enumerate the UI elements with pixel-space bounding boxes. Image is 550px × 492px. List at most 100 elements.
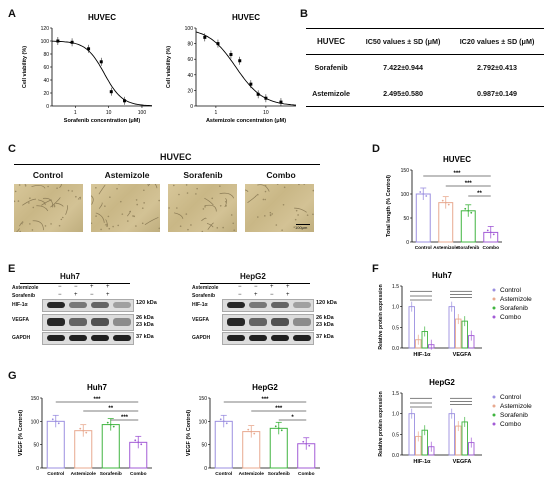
x-tick-label: Combo	[482, 245, 499, 251]
cell-dot	[275, 224, 278, 226]
data-point	[225, 422, 228, 425]
tube-structure	[127, 210, 131, 217]
y-tick-label: 100	[199, 419, 208, 425]
data-point	[85, 431, 88, 434]
cell-dot	[53, 204, 56, 206]
cell-dot	[44, 225, 47, 227]
panel-c-rule	[14, 164, 320, 165]
cell-dot	[269, 211, 272, 214]
cell-dot	[219, 205, 222, 207]
data-point	[280, 429, 283, 432]
cell-dot	[158, 227, 160, 230]
cell-dot	[204, 206, 206, 208]
y-axis-label: Relative protein expression	[378, 391, 384, 456]
band-label: GAPDH	[12, 335, 31, 341]
legend-label: Combo	[500, 421, 521, 428]
blot-strip	[42, 314, 134, 331]
micrograph-texture	[245, 184, 314, 231]
panel-letter-a: A	[8, 8, 16, 20]
x-tick-label: Control	[215, 471, 232, 477]
cell-dot	[264, 215, 266, 217]
x-tick-label: Combo	[130, 471, 147, 477]
significance-label: ***	[453, 171, 461, 177]
cell-dot	[135, 225, 137, 227]
cell-dot	[257, 216, 259, 218]
x-tick-label: Astemizole	[433, 245, 459, 251]
significance-label: ***	[465, 181, 473, 187]
significance-label: *	[291, 415, 294, 421]
tube-structure	[201, 217, 207, 222]
significance-label: ***	[121, 415, 129, 421]
protein-band	[47, 302, 65, 308]
tube-structure	[22, 198, 37, 206]
y-tick-label: 1.0	[392, 305, 399, 311]
cell-dot	[216, 227, 219, 229]
band-label: VEGFA	[12, 317, 29, 323]
tube-structure	[36, 205, 49, 212]
tube-structure	[19, 222, 23, 227]
cell-dot	[276, 184, 279, 185]
legend-marker	[492, 297, 496, 301]
protein-band	[293, 318, 311, 326]
treatment-sign: +	[286, 292, 290, 298]
cell-dot	[141, 207, 144, 209]
kda-label: 26 kDa	[136, 315, 154, 321]
treatment-sign: +	[106, 292, 110, 298]
tube-structure	[206, 223, 214, 228]
y-tick-label: 50	[403, 216, 409, 222]
legend-label: Astemizole	[500, 296, 532, 303]
chart-title: HepG2	[429, 378, 455, 387]
y-tick-label: 0	[406, 240, 409, 246]
cell-dot	[95, 186, 97, 189]
y-tick-label: 40	[187, 73, 193, 79]
blot-rule	[20, 283, 130, 284]
data-point	[419, 191, 422, 193]
tube-structure	[98, 202, 103, 209]
tube-structure	[95, 212, 105, 223]
legend-marker	[492, 395, 496, 399]
scale-bar	[296, 224, 310, 225]
cell-dot	[271, 213, 274, 215]
treatment-sign: −	[254, 284, 258, 290]
x-tick-label: HIF-1α	[413, 352, 431, 358]
protein-band	[91, 335, 109, 341]
cell-dot	[95, 215, 97, 217]
x-tick-label: Combo	[298, 471, 315, 477]
y-tick-label: 40	[43, 78, 49, 84]
bar	[408, 413, 415, 456]
panel-letter-c: C	[8, 143, 16, 155]
cell-dot	[283, 186, 286, 189]
data-point	[51, 418, 54, 421]
data-point	[274, 425, 277, 428]
cell-dot	[312, 213, 314, 216]
cell-dot	[53, 205, 56, 208]
cell-dot	[262, 198, 265, 201]
protein-band	[249, 335, 267, 341]
western-blot-huh7: Huh7 Astemizole − − + + Sorafenib − + − + HIF-1α VEG…	[10, 270, 180, 355]
data-point	[134, 439, 137, 442]
y-tick-label: 0.5	[392, 325, 399, 331]
y-tick-label: 0.5	[392, 432, 399, 438]
data-point	[253, 432, 256, 435]
cell-dot	[225, 204, 227, 207]
cell-dot	[196, 187, 198, 190]
legend-label: Control	[500, 394, 522, 401]
protein-band	[91, 302, 109, 308]
table-row-label: Astemizole	[312, 88, 351, 98]
cell-dot	[19, 230, 21, 232]
cell-dot	[24, 184, 27, 185]
cell-dot	[120, 200, 122, 203]
y-axis-label: Cell viability (%)	[166, 46, 172, 88]
chart-title: Huh7	[432, 271, 453, 280]
cell-dot	[293, 226, 296, 228]
cell-dot	[186, 192, 189, 194]
data-point	[470, 211, 473, 214]
cell-dot	[29, 223, 31, 225]
cell-dot	[132, 215, 134, 217]
treatment-sign: −	[270, 292, 274, 298]
bar	[101, 424, 120, 469]
protein-band	[271, 302, 289, 308]
cell-dot	[24, 184, 27, 187]
tube-structure	[104, 223, 108, 227]
band-label: GAPDH	[192, 335, 211, 341]
